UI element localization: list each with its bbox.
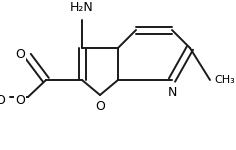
Text: O: O (95, 100, 105, 113)
Text: H₂N: H₂N (70, 1, 94, 14)
Text: O: O (0, 93, 5, 106)
Text: N: N (167, 86, 177, 99)
Text: O: O (15, 93, 25, 106)
Text: CH₃: CH₃ (214, 75, 235, 85)
Text: O: O (15, 48, 25, 60)
